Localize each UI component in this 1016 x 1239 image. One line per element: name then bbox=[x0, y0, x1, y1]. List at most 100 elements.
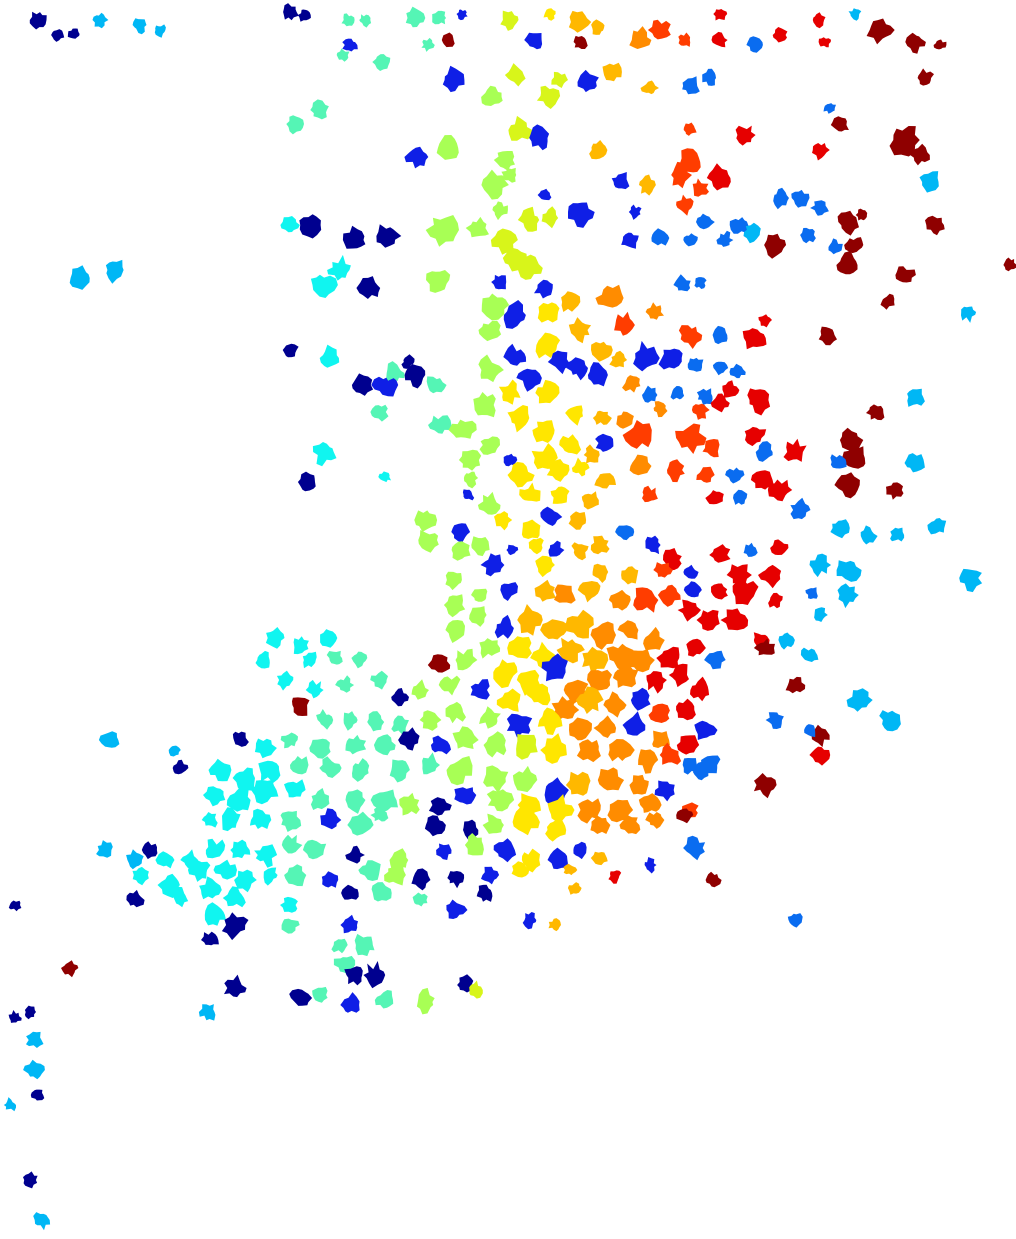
cell-blob-sky bbox=[814, 607, 828, 622]
cell-blob-aqua bbox=[372, 54, 391, 71]
cell-blob-blue bbox=[503, 300, 526, 329]
cell-blob-amber bbox=[589, 140, 608, 160]
cell-blob-orange bbox=[607, 799, 634, 823]
cell-blob-cyan bbox=[213, 859, 237, 880]
cell-blob-amber bbox=[592, 563, 609, 583]
cell-blob-yellow bbox=[571, 457, 590, 477]
cell-blob-navy bbox=[221, 912, 249, 941]
cell-blob-sky bbox=[33, 1212, 51, 1231]
cell-blob-redorange bbox=[648, 703, 670, 723]
cell-blob-amber bbox=[567, 882, 582, 895]
cell-blob-azure bbox=[725, 467, 745, 484]
cell-blob-blue bbox=[548, 540, 565, 557]
cell-blob-navy bbox=[29, 11, 47, 30]
cell-blob-maroon bbox=[830, 116, 849, 132]
cell-blob-red bbox=[713, 9, 728, 21]
cell-blob-lime bbox=[389, 848, 409, 872]
cell-blob-amber bbox=[592, 410, 612, 425]
cell-blob-sky bbox=[848, 8, 862, 21]
cell-blob-aqua bbox=[370, 404, 389, 422]
cell-blob-redorange bbox=[691, 403, 710, 420]
cell-blob-lime bbox=[438, 675, 461, 696]
cell-blob-aqua bbox=[302, 839, 327, 860]
cell-blob-yellow bbox=[494, 511, 513, 531]
cell-blob-sky bbox=[778, 632, 795, 650]
cell-blob-maroon bbox=[785, 676, 806, 694]
cell-blob-redorange bbox=[696, 466, 715, 483]
cell-blob-azure bbox=[755, 441, 773, 462]
cell-blob-cyan bbox=[208, 758, 232, 782]
cell-blob-amber bbox=[581, 491, 599, 510]
cell-blob-lime bbox=[465, 216, 489, 238]
cell-blob-lime bbox=[464, 833, 484, 856]
cell-blob-red bbox=[690, 676, 710, 702]
cell-blob-lime bbox=[443, 594, 466, 618]
cell-blob-orange bbox=[629, 774, 649, 795]
cell-blob-navy bbox=[424, 815, 446, 837]
cell-blob-azure bbox=[712, 361, 729, 376]
cell-blob-maroon bbox=[844, 237, 864, 254]
cell-blob-aqua bbox=[412, 892, 428, 907]
cell-blob-amber bbox=[577, 581, 601, 603]
cell-blob-cyan bbox=[222, 886, 246, 908]
cell-blob-redorange bbox=[622, 420, 652, 449]
cell-blob-amber bbox=[583, 444, 600, 464]
cell-blob-aqua bbox=[310, 99, 329, 120]
cell-blob-yellow bbox=[543, 8, 556, 21]
cell-blob-sky bbox=[961, 306, 977, 323]
cell-blob-navy bbox=[457, 974, 474, 993]
cell-blob-blue bbox=[451, 523, 471, 543]
cell-blob-yellow bbox=[507, 405, 530, 433]
cell-blob-azure bbox=[651, 228, 670, 246]
cell-blob-lime bbox=[471, 588, 488, 602]
cell-blob-lime bbox=[478, 354, 504, 383]
cell-blob-yellow bbox=[535, 332, 561, 359]
cell-blob-yellow bbox=[535, 555, 555, 578]
cell-blob-sky bbox=[959, 568, 983, 593]
cell-blob-yellow bbox=[546, 459, 570, 482]
cell-blob-sky bbox=[904, 453, 925, 473]
cell-blob-cyan bbox=[320, 629, 338, 648]
cell-blob-aqua bbox=[370, 806, 389, 822]
cell-blob-chartreuse bbox=[541, 206, 559, 229]
cell-blob-red bbox=[709, 544, 731, 563]
cell-blob-lime bbox=[471, 536, 490, 557]
cell-blob-aqua bbox=[341, 13, 355, 27]
cell-blob-aqua bbox=[354, 933, 375, 957]
cell-blob-cyan bbox=[234, 869, 257, 893]
cell-blob-red bbox=[711, 31, 728, 48]
cell-blob-maroon bbox=[842, 445, 866, 469]
cell-blob-aqua bbox=[310, 788, 330, 810]
cell-blob-aqua bbox=[370, 670, 388, 690]
cell-blob-cyan bbox=[188, 860, 211, 882]
cell-blob-red bbox=[656, 646, 680, 669]
cell-blob-sky bbox=[168, 745, 181, 757]
cell-blob-blue bbox=[654, 780, 675, 802]
cell-blob-cyan bbox=[302, 651, 317, 669]
cell-blob-blue bbox=[541, 653, 568, 682]
cell-blob-cyan bbox=[305, 679, 324, 699]
cell-blob-yellow bbox=[537, 302, 560, 323]
cell-blob-azure bbox=[683, 835, 706, 861]
cell-blob-red bbox=[720, 608, 749, 631]
cell-blob-lime bbox=[446, 756, 473, 786]
cell-blob-navy bbox=[345, 845, 365, 864]
cell-blob-azure bbox=[830, 454, 847, 469]
cell-blob-aqua bbox=[280, 732, 298, 749]
cell-blob-maroon bbox=[753, 773, 777, 799]
cell-blob-lime bbox=[492, 201, 508, 221]
cell-blob-azure bbox=[805, 587, 818, 599]
cell-blob-chartreuse bbox=[516, 254, 543, 280]
cell-blob-azure bbox=[673, 274, 691, 292]
cell-blob-orange bbox=[653, 401, 668, 418]
cell-blob-orange bbox=[576, 739, 601, 763]
cell-blob-amber bbox=[563, 863, 578, 876]
cell-blob-navy bbox=[282, 343, 299, 358]
cell-blob-blue bbox=[321, 871, 339, 888]
cell-blob-aqua bbox=[284, 864, 307, 887]
cell-blob-aqua bbox=[345, 789, 366, 814]
cell-blob-orange bbox=[638, 793, 662, 813]
cell-blob-lime bbox=[416, 987, 435, 1015]
cell-blob-yellow bbox=[493, 659, 518, 689]
cell-blob-blue bbox=[506, 713, 533, 738]
